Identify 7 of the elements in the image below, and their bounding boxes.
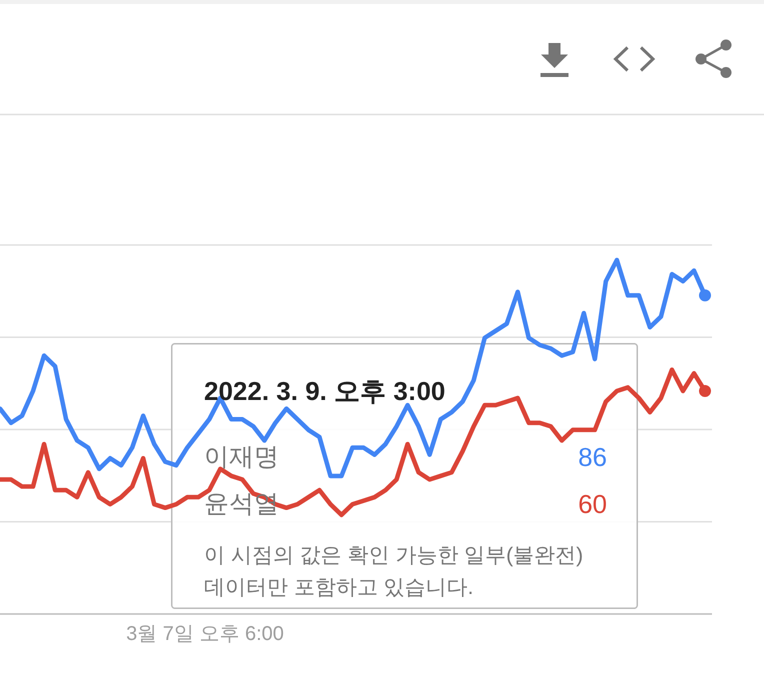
annotation: 60	[578, 488, 607, 521]
annotation: 이 시점의 값은 확인 가능한 일부(불완전) 데이터만 포함하고 있습니다.	[204, 543, 584, 601]
annotation: 86	[578, 441, 607, 474]
annotation: 2022. 3. 9. 오후 3:00	[204, 375, 446, 408]
text: 3월 7일 오후 6:00	[126, 623, 284, 645]
annotation: 이재명	[204, 442, 279, 473]
annotation: 윤석열	[204, 489, 279, 520]
